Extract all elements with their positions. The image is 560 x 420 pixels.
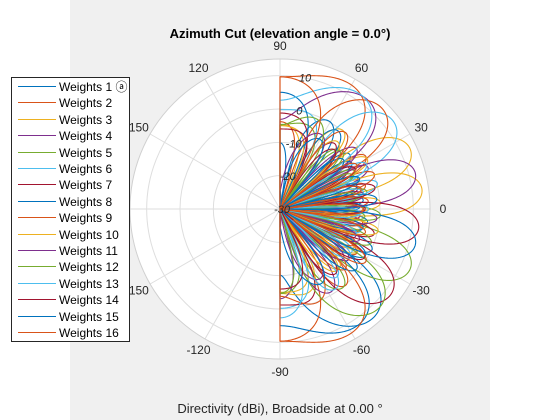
angle-tick-label: 120 [188, 61, 208, 75]
legend-item-weights-7[interactable]: Weights 7 [12, 177, 130, 193]
legend-label: Weights 15 [59, 309, 119, 325]
legend-item-weights-14[interactable]: Weights 14 [12, 292, 130, 308]
legend-swatch [18, 250, 56, 251]
legend-label: Weights 1 ⓐ [59, 79, 127, 95]
radial-tick-label: -20 [280, 171, 297, 183]
angle-tick-label: 30 [414, 121, 428, 135]
legend-label: Weights 6 [59, 161, 112, 177]
legend-label: Weights 4 [59, 128, 112, 144]
legend-label: Weights 12 [59, 259, 119, 275]
legend-label: Weights 10 [59, 227, 119, 243]
legend-swatch [18, 152, 56, 153]
legend-label: Weights 11 [59, 243, 118, 259]
legend-label: Weights 7 [59, 177, 112, 193]
legend-item-weights-13[interactable]: Weights 13 [12, 276, 130, 292]
legend-swatch [18, 299, 56, 300]
legend-swatch [18, 283, 56, 284]
legend-swatch [18, 102, 56, 103]
legend-label: Weights 5 [59, 145, 112, 161]
chart-title: Azimuth Cut (elevation angle = 0.0°) [170, 26, 391, 41]
legend-swatch [18, 119, 56, 120]
legend-item-weights-15[interactable]: Weights 15 [12, 309, 130, 325]
radial-tick-label: -30 [274, 204, 291, 216]
legend-swatch [18, 168, 56, 169]
legend-swatch [18, 86, 56, 87]
angle-tick-label: 150 [129, 121, 149, 135]
legend-item-weights-5[interactable]: Weights 5 [12, 145, 130, 161]
x-axis-label: Directivity (dBi), Broadside at 0.00 ° [177, 401, 382, 416]
legend-swatch [18, 184, 56, 185]
legend-label: Weights 9 [59, 210, 112, 226]
angle-tick-label: -120 [186, 343, 210, 357]
legend-swatch [18, 234, 56, 235]
legend-label: Weights 3 [59, 112, 112, 128]
legend-swatch [18, 332, 56, 333]
legend-item-weights-8[interactable]: Weights 8 [12, 194, 130, 210]
radial-tick-label: 10 [299, 73, 312, 85]
angle-tick-label: -90 [271, 365, 289, 379]
angle-tick-label: -60 [353, 343, 371, 357]
legend-item-weights-12[interactable]: Weights 12 [12, 259, 130, 275]
legend-label: Weights 14 [59, 292, 119, 308]
angle-tick-label: 60 [355, 61, 369, 75]
legend-label: Weights 2 [59, 95, 112, 111]
legend-item-weights-2[interactable]: Weights 2 [12, 95, 130, 111]
legend-item-weights-4[interactable]: Weights 4 [12, 128, 130, 144]
legend-swatch [18, 217, 56, 218]
legend-swatch [18, 316, 56, 317]
legend-item-weights-11[interactable]: Weights 11 [12, 243, 130, 259]
legend-swatch [18, 266, 56, 267]
legend-item-weights-9[interactable]: Weights 9 [12, 210, 130, 226]
angle-tick-label: 150 [129, 284, 149, 298]
legend-item-weights-1[interactable]: Weights 1 ⓐ [12, 79, 130, 95]
chart-legend[interactable]: Weights 1 ⓐ Weights 2 Weights 3 Weights 4 We… [11, 77, 130, 342]
legend-item-weights-10[interactable]: Weights 10 [12, 227, 130, 243]
legend-label: Weights 8 [59, 194, 112, 210]
angle-tick-label: 0 [440, 202, 447, 216]
legend-label: Weights 16 [59, 325, 119, 341]
radial-tick-label: -10 [286, 138, 303, 150]
legend-swatch [18, 135, 56, 136]
legend-label: Weights 13 [59, 276, 119, 292]
angle-tick-label: -30 [412, 284, 430, 298]
angle-tick-label: 90 [273, 39, 287, 53]
radial-tick-label: 0 [296, 106, 303, 118]
legend-item-weights-16[interactable]: Weights 16 [12, 325, 130, 341]
legend-swatch [18, 201, 56, 202]
legend-item-weights-6[interactable]: Weights 6 [12, 161, 130, 177]
legend-item-weights-3[interactable]: Weights 3 [12, 112, 130, 128]
